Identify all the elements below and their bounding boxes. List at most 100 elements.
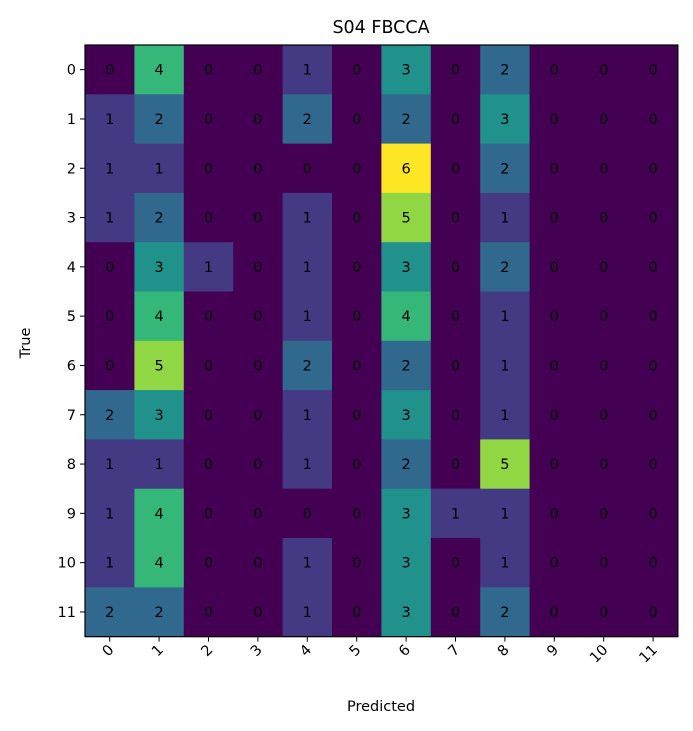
cell-value-label: 3: [500, 112, 509, 128]
heatmap-cell: [480, 538, 531, 588]
heatmap-cell: [332, 587, 382, 638]
cell-value-label: 0: [204, 457, 213, 473]
cell-value-label: 0: [648, 408, 657, 424]
cell-value-label: 2: [500, 161, 509, 177]
heatmap-cell: [233, 143, 284, 194]
heatmap-cell: [381, 390, 432, 440]
cell-value-label: 3: [401, 506, 410, 522]
heatmap-cell: [430, 242, 481, 293]
cell-value-label: 0: [204, 63, 213, 79]
cell-value-label: 2: [154, 605, 163, 621]
heatmap-cell: [332, 538, 382, 588]
cell-value-label: 0: [599, 112, 608, 128]
heatmap-cell: [85, 439, 135, 490]
y-tick-label: 2: [67, 161, 76, 177]
heatmap-cell: [85, 488, 135, 539]
heatmap-cell: [134, 291, 185, 342]
cell-value-label: 1: [105, 457, 114, 473]
cell-value-labels: 0 4 0 0 1 0 3 0 2 0 0 0 1 2 0 0 2 0 2 0 3 0 0 0 1 1 0 0 0 0 6 0 2 0 0 0 1 2 0 0…: [105, 63, 658, 621]
cell-value-label: 6: [401, 161, 410, 177]
heatmap-cell: [529, 390, 580, 440]
cell-value-label: 1: [303, 556, 312, 572]
heatmap-cell: [282, 538, 333, 588]
cell-value-label: 0: [550, 408, 559, 424]
cell-value-label: 0: [550, 605, 559, 621]
heatmap-cell: [529, 192, 580, 243]
heatmap-cell: [85, 242, 135, 293]
heatmap-cell: [430, 538, 481, 588]
cell-value-label: 2: [105, 408, 114, 424]
x-tick-label: 5: [347, 642, 365, 660]
cell-value-label: 5: [154, 358, 163, 374]
cell-value-label: 0: [451, 408, 460, 424]
heatmap-cell: [134, 192, 185, 243]
cell-value-label: 0: [352, 556, 361, 572]
cell-value-label: 0: [599, 556, 608, 572]
heatmap-cell: [628, 439, 679, 490]
heatmap-cell: [233, 340, 284, 391]
heatmap-cell: [381, 587, 432, 638]
heatmap-cell: [430, 340, 481, 391]
cell-value-label: 0: [599, 457, 608, 473]
cell-value-label: 1: [303, 260, 312, 276]
cell-value-label: 1: [154, 457, 163, 473]
y-tick-label: 3: [67, 211, 76, 227]
cell-value-label: 3: [401, 556, 410, 572]
cell-value-label: 0: [352, 211, 361, 227]
heatmap-cell: [233, 538, 284, 588]
cell-value-label: 1: [105, 161, 114, 177]
heatmap-cell: [529, 45, 580, 95]
heatmap-cell: [282, 291, 333, 342]
cell-value-label: 1: [105, 211, 114, 227]
cell-value-label: 0: [550, 161, 559, 177]
cell-value-label: 0: [204, 556, 213, 572]
cell-value-label: 2: [401, 457, 410, 473]
heatmap-cell: [183, 587, 234, 638]
heatmap-cell: [529, 439, 580, 490]
cell-value-label: 0: [105, 309, 114, 325]
heatmap-cell: [579, 242, 629, 293]
cell-value-label: 0: [451, 358, 460, 374]
cell-value-label: 0: [204, 161, 213, 177]
heatmap-cell: [332, 94, 382, 145]
heatmap-cell: [85, 340, 135, 391]
cell-value-label: 1: [303, 211, 312, 227]
heatmap-cell: [233, 439, 284, 490]
cell-value-label: 2: [500, 63, 509, 79]
heatmap-cell: [381, 439, 432, 490]
x-tick-label: 11: [637, 642, 661, 666]
heatmap-cell: [85, 94, 135, 145]
heatmap-cell: [85, 538, 135, 588]
cell-value-label: 0: [204, 358, 213, 374]
cell-value-label: 0: [648, 605, 657, 621]
cell-value-label: 0: [648, 358, 657, 374]
heatmap-cell: [628, 45, 679, 95]
heatmap-cell: [430, 94, 481, 145]
heatmap-cell: [628, 291, 679, 342]
cell-value-label: 0: [648, 309, 657, 325]
heatmap-cell: [430, 143, 481, 194]
y-tick-label: 6: [67, 358, 76, 374]
x-tick-label: 9: [544, 642, 562, 660]
heatmap-cell: [183, 340, 234, 391]
heatmap-cell: [332, 143, 382, 194]
cell-value-label: 0: [303, 506, 312, 522]
heatmap-cell: [480, 439, 531, 490]
heatmap-cell: [332, 488, 382, 539]
heatmap-cell: [628, 94, 679, 145]
y-axis-ticks: 0 1 2 3 4 5 6 7 8 9 10 11: [58, 63, 85, 621]
cell-value-label: 4: [154, 63, 163, 79]
cell-value-label: 3: [154, 408, 163, 424]
heatmap-cell: [282, 340, 333, 391]
cell-value-label: 0: [204, 211, 213, 227]
cell-value-label: 0: [105, 63, 114, 79]
cell-value-label: 0: [352, 63, 361, 79]
heatmap-cell: [628, 587, 679, 638]
cell-value-label: 0: [550, 309, 559, 325]
heatmap-cell: [332, 45, 382, 95]
cell-value-label: 0: [352, 457, 361, 473]
cell-value-label: 1: [105, 556, 114, 572]
heatmap-cell: [332, 340, 382, 391]
heatmap-cell: [381, 45, 432, 95]
cell-value-label: 2: [105, 605, 114, 621]
